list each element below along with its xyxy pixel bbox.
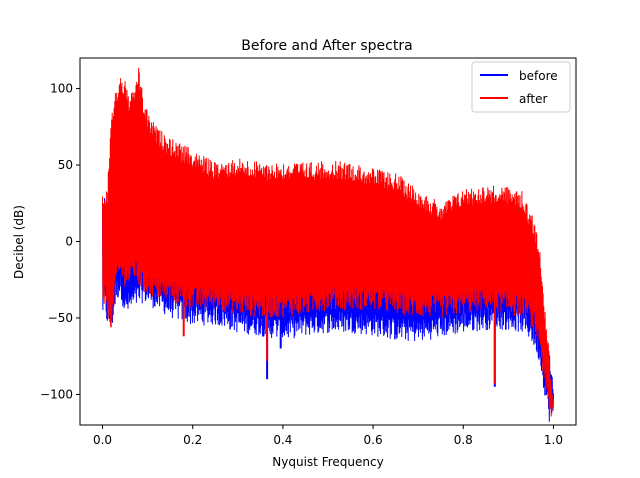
x-axis-label: Nyquist Frequency <box>272 455 383 469</box>
y-tick-label: 50 <box>58 158 73 172</box>
x-tick-label: 1.0 <box>544 433 563 447</box>
y-tick-label: −50 <box>48 311 73 325</box>
legend: before after <box>471 61 571 113</box>
y-tick-label: 0 <box>65 235 73 249</box>
x-tick-label: 0.6 <box>364 433 383 447</box>
x-tick-label: 0.8 <box>454 433 473 447</box>
y-tick-label: 100 <box>50 82 73 96</box>
legend-label-after: after <box>519 92 547 106</box>
series-line-after <box>102 67 554 417</box>
chart-title: Before and After spectra <box>241 38 412 54</box>
legend-label-before: before <box>519 69 558 83</box>
x-tick-label: 0.2 <box>183 433 202 447</box>
x-tick-label: 0.0 <box>93 433 112 447</box>
x-axis-ticks: 0.0 0.2 0.4 0.6 0.8 1.0 <box>93 425 563 447</box>
y-tick-label: −100 <box>40 387 73 401</box>
y-axis-ticks: −100 −50 0 50 100 <box>40 82 80 401</box>
x-tick-label: 0.4 <box>273 433 292 447</box>
y-axis-label: Decibel (dB) <box>12 205 26 279</box>
plot-series-group <box>102 67 554 422</box>
